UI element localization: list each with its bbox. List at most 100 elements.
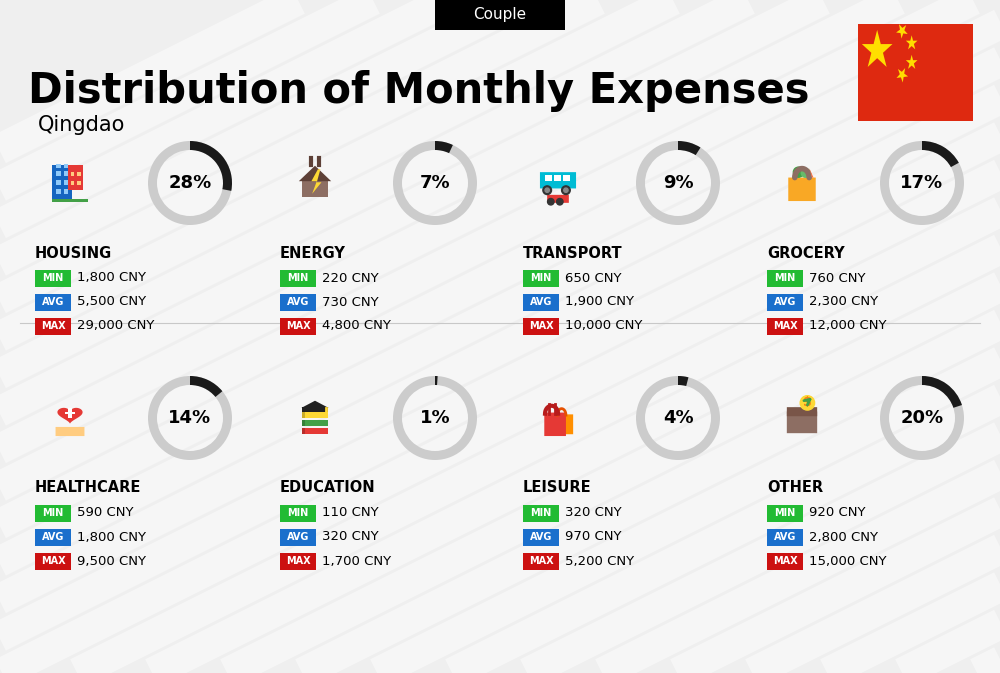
Text: 4%: 4% xyxy=(663,409,693,427)
Polygon shape xyxy=(299,166,331,181)
Circle shape xyxy=(543,186,552,194)
Text: AVG: AVG xyxy=(287,297,309,307)
Text: MAX: MAX xyxy=(41,556,65,566)
FancyBboxPatch shape xyxy=(65,411,75,415)
Text: 20%: 20% xyxy=(900,409,944,427)
Circle shape xyxy=(564,188,568,192)
Circle shape xyxy=(545,188,549,192)
FancyBboxPatch shape xyxy=(302,420,305,426)
FancyBboxPatch shape xyxy=(64,164,68,168)
FancyBboxPatch shape xyxy=(56,164,61,168)
Text: MIN: MIN xyxy=(774,273,796,283)
Polygon shape xyxy=(896,68,908,83)
Text: MAX: MAX xyxy=(41,321,65,331)
FancyBboxPatch shape xyxy=(302,412,328,419)
FancyBboxPatch shape xyxy=(35,318,71,334)
Text: AVG: AVG xyxy=(774,297,796,307)
FancyBboxPatch shape xyxy=(280,505,316,522)
FancyBboxPatch shape xyxy=(52,199,88,202)
FancyBboxPatch shape xyxy=(71,172,74,176)
Text: MIN: MIN xyxy=(42,273,64,283)
Polygon shape xyxy=(896,24,908,38)
FancyBboxPatch shape xyxy=(767,318,803,334)
Polygon shape xyxy=(906,55,917,69)
FancyBboxPatch shape xyxy=(787,407,817,416)
FancyBboxPatch shape xyxy=(56,190,61,194)
Text: 14%: 14% xyxy=(168,409,212,427)
FancyBboxPatch shape xyxy=(523,269,559,287)
Wedge shape xyxy=(678,141,701,155)
Polygon shape xyxy=(311,170,321,194)
FancyBboxPatch shape xyxy=(767,505,803,522)
Wedge shape xyxy=(678,376,688,386)
Text: ENERGY: ENERGY xyxy=(280,246,346,260)
Text: AVG: AVG xyxy=(530,297,552,307)
Text: 4,800 CNY: 4,800 CNY xyxy=(322,320,391,332)
Text: 5,200 CNY: 5,200 CNY xyxy=(565,555,634,567)
FancyBboxPatch shape xyxy=(544,413,566,436)
Circle shape xyxy=(800,396,815,410)
Wedge shape xyxy=(148,376,232,460)
Wedge shape xyxy=(393,141,477,225)
Text: 920 CNY: 920 CNY xyxy=(809,507,866,520)
Text: TRANSPORT: TRANSPORT xyxy=(523,246,623,260)
FancyBboxPatch shape xyxy=(558,415,573,434)
Text: EDUCATION: EDUCATION xyxy=(280,481,376,495)
FancyBboxPatch shape xyxy=(64,190,68,194)
Text: HEALTHCARE: HEALTHCARE xyxy=(35,481,141,495)
Text: MIN: MIN xyxy=(287,508,309,518)
FancyBboxPatch shape xyxy=(35,528,71,546)
FancyBboxPatch shape xyxy=(523,528,559,546)
Text: 1%: 1% xyxy=(420,409,450,427)
Text: 7%: 7% xyxy=(420,174,450,192)
Wedge shape xyxy=(190,376,222,397)
Polygon shape xyxy=(57,408,83,424)
Text: MAX: MAX xyxy=(286,321,310,331)
Circle shape xyxy=(548,199,554,205)
Text: MAX: MAX xyxy=(286,556,310,566)
FancyBboxPatch shape xyxy=(523,318,559,334)
Polygon shape xyxy=(301,400,329,408)
FancyBboxPatch shape xyxy=(302,412,305,419)
FancyBboxPatch shape xyxy=(547,195,569,203)
Text: 110 CNY: 110 CNY xyxy=(322,507,379,520)
Text: 5,500 CNY: 5,500 CNY xyxy=(77,295,146,308)
Wedge shape xyxy=(922,376,962,408)
FancyBboxPatch shape xyxy=(787,411,817,433)
Wedge shape xyxy=(922,141,959,167)
FancyBboxPatch shape xyxy=(77,181,81,185)
Wedge shape xyxy=(435,376,438,385)
FancyBboxPatch shape xyxy=(767,553,803,569)
Text: 220 CNY: 220 CNY xyxy=(322,271,379,285)
Wedge shape xyxy=(880,141,964,225)
Polygon shape xyxy=(906,35,917,49)
Text: Distribution of Monthly Expenses: Distribution of Monthly Expenses xyxy=(28,70,810,112)
FancyBboxPatch shape xyxy=(64,172,68,176)
Wedge shape xyxy=(393,376,477,460)
FancyBboxPatch shape xyxy=(302,407,328,411)
Text: 10,000 CNY: 10,000 CNY xyxy=(565,320,642,332)
FancyBboxPatch shape xyxy=(35,269,71,287)
Wedge shape xyxy=(636,141,720,225)
Wedge shape xyxy=(190,141,232,191)
Text: 1,700 CNY: 1,700 CNY xyxy=(322,555,391,567)
FancyBboxPatch shape xyxy=(56,180,61,185)
Text: 9%: 9% xyxy=(663,174,693,192)
Text: MIN: MIN xyxy=(42,508,64,518)
FancyBboxPatch shape xyxy=(435,0,565,30)
Polygon shape xyxy=(809,168,814,178)
Text: Qingdao: Qingdao xyxy=(38,114,125,135)
Wedge shape xyxy=(636,376,720,460)
Text: 730 CNY: 730 CNY xyxy=(322,295,379,308)
Text: 320 CNY: 320 CNY xyxy=(322,530,379,544)
FancyBboxPatch shape xyxy=(71,181,74,185)
FancyBboxPatch shape xyxy=(35,505,71,522)
Text: MAX: MAX xyxy=(773,321,797,331)
Text: 760 CNY: 760 CNY xyxy=(809,271,866,285)
Text: HOUSING: HOUSING xyxy=(35,246,112,260)
Text: 9,500 CNY: 9,500 CNY xyxy=(77,555,146,567)
Wedge shape xyxy=(880,376,964,460)
FancyBboxPatch shape xyxy=(56,427,84,436)
Text: MIN: MIN xyxy=(287,273,309,283)
Text: MIN: MIN xyxy=(530,273,552,283)
